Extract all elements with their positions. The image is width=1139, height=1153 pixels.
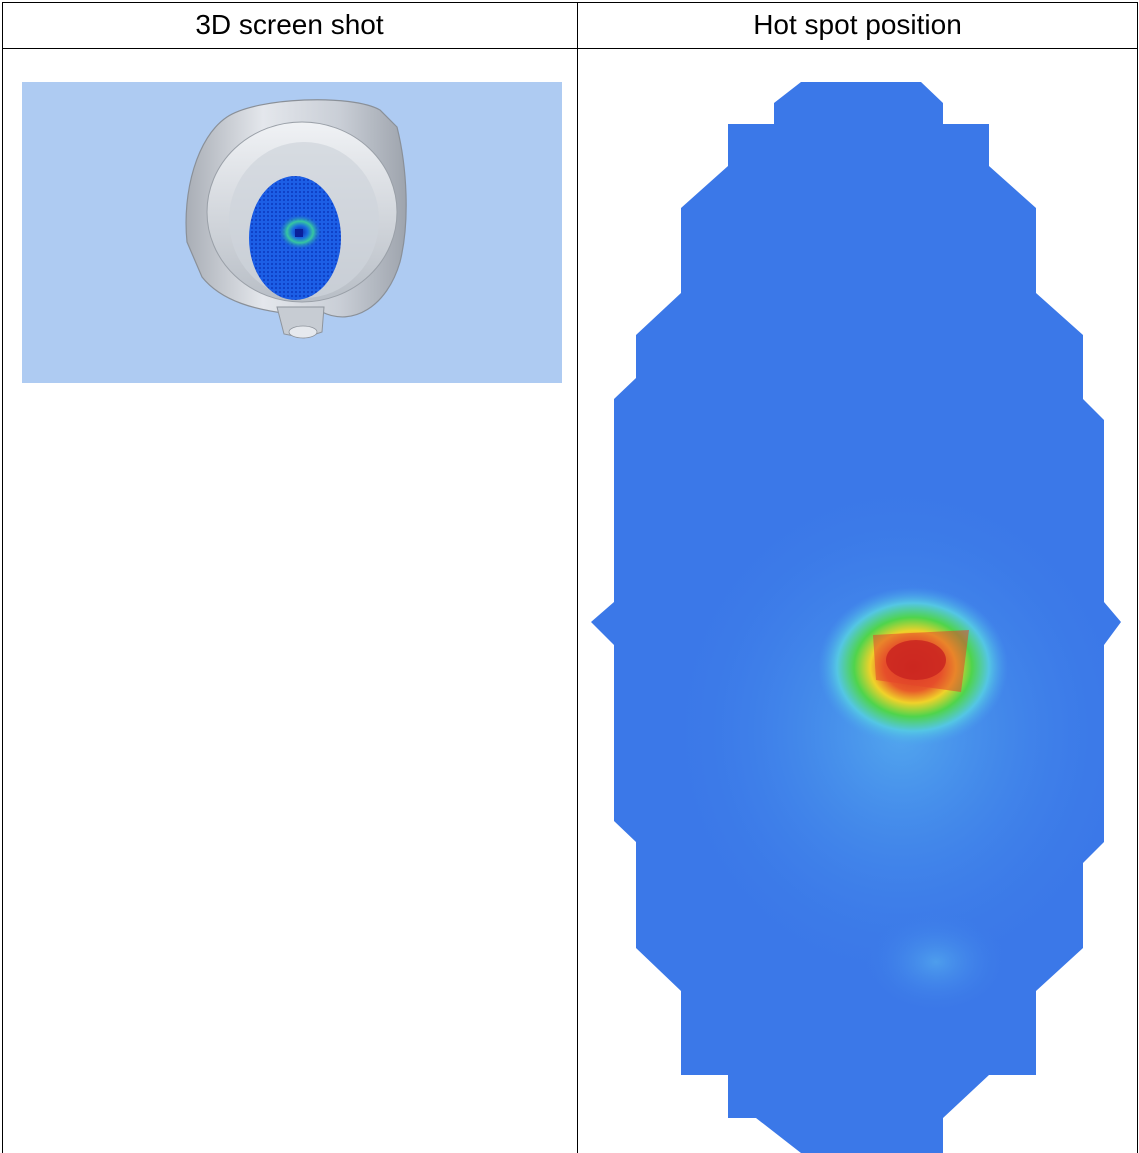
header-3d-screenshot: 3D screen shot <box>195 9 384 40</box>
3d-screenshot-image <box>22 82 562 383</box>
heatmap-field <box>591 82 1121 1153</box>
header-separator <box>2 48 1138 49</box>
table-divider <box>577 2 578 1153</box>
table-border-top <box>2 2 1138 3</box>
hot-spot <box>818 587 1008 747</box>
sensor-point-cloud <box>249 176 341 300</box>
table-border-left <box>2 2 3 1153</box>
table-border-right <box>1137 2 1138 1153</box>
header-hot-spot-position: Hot spot position <box>753 9 962 40</box>
hot-spot-heatmap <box>591 82 1121 1153</box>
